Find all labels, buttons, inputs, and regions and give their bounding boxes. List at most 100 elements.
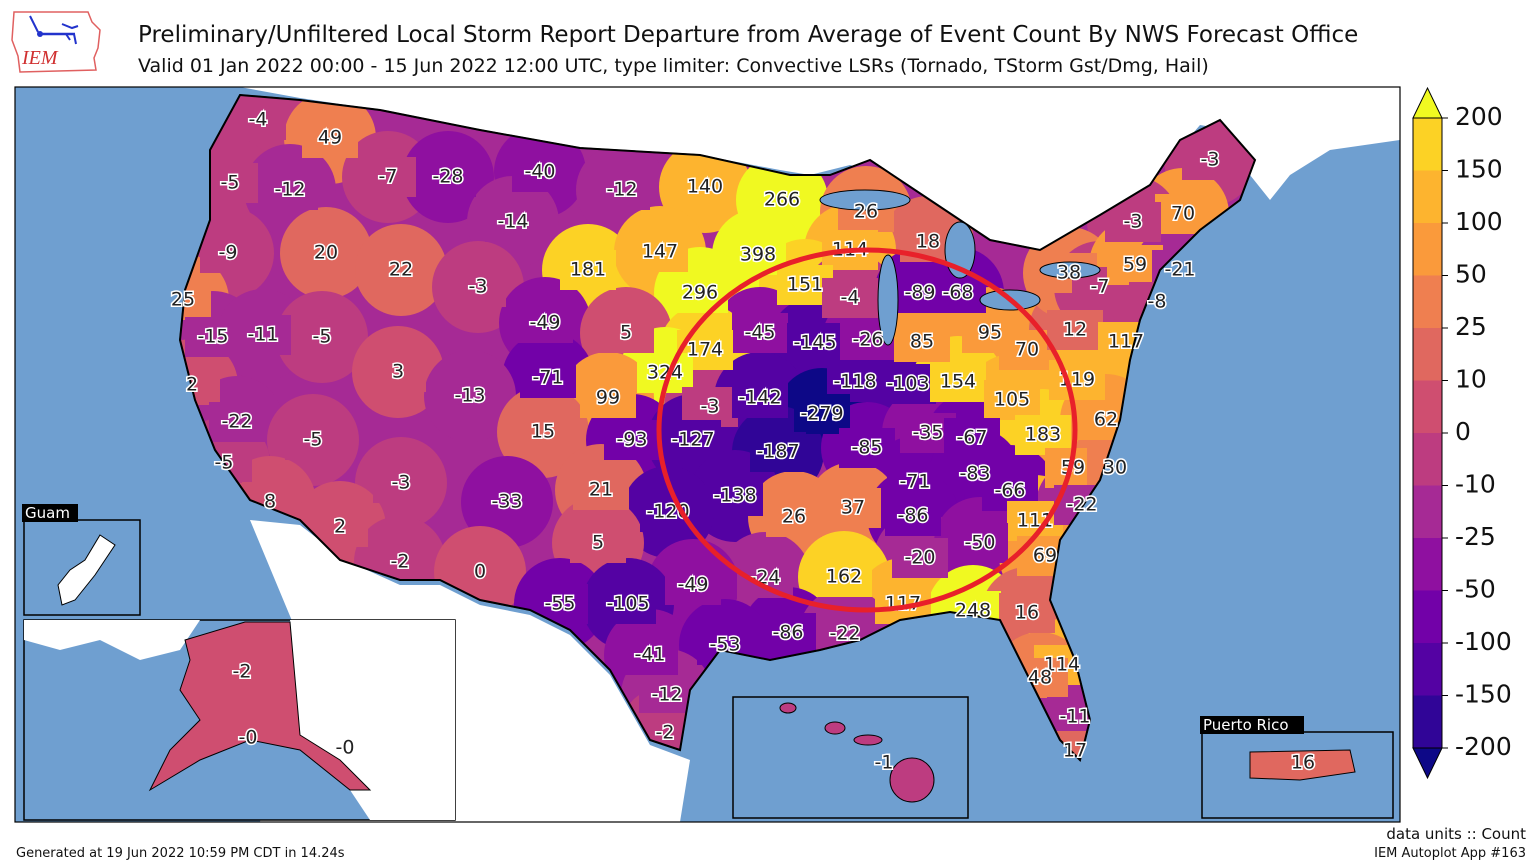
wfo-region-core xyxy=(999,593,1055,633)
colorbar-bin xyxy=(1413,590,1442,644)
wfo-value-label: -40 xyxy=(524,161,555,183)
wfo-value-label: -71 xyxy=(899,471,930,493)
wfo-region-core xyxy=(892,538,948,578)
wfo-value-label: -33 xyxy=(491,491,522,513)
alaska-inset: -2 -0 -0 xyxy=(23,619,456,821)
wfo-value-label: -50 xyxy=(964,532,995,554)
wfo-value-label: 22 xyxy=(389,259,413,281)
wfo-value-label: 26 xyxy=(854,201,878,223)
wfo-value-label: 2 xyxy=(334,516,346,538)
wfo-value-label: 70 xyxy=(1015,339,1039,361)
wfo-region-core xyxy=(816,557,872,597)
wfo-region-core xyxy=(298,233,354,273)
wfo-value-label: -4 xyxy=(841,287,860,309)
wfo-value-label: 5 xyxy=(592,532,604,554)
wfo-value-label: -11 xyxy=(247,324,278,346)
wfo-value-label: -5 xyxy=(313,326,332,348)
wfo-region-core xyxy=(1182,140,1238,180)
wfo-region-core xyxy=(885,496,941,536)
wfo-value-label: 70 xyxy=(1171,203,1195,225)
wfo-region-core xyxy=(598,313,654,353)
wfo-value-label: -138 xyxy=(713,485,756,507)
wfo-value-label: 38 xyxy=(1057,262,1081,284)
colorbar-bin xyxy=(1413,433,1442,486)
colorbar-tick-label: -50 xyxy=(1455,575,1496,604)
data-units: data units :: Count xyxy=(1386,825,1526,843)
wfo-region-core xyxy=(594,170,650,210)
wfo-region-core xyxy=(450,267,506,307)
wfo-value-label: -13 xyxy=(454,385,485,407)
wfo-value-label: 85 xyxy=(910,331,934,353)
wfo-value-label: 154 xyxy=(940,371,976,393)
colorbar-bin xyxy=(1413,643,1442,696)
wfo-region-core xyxy=(520,358,576,398)
great-lakes xyxy=(819,189,1101,346)
wfo-value-label: -12 xyxy=(651,684,682,706)
wfo-region-core xyxy=(200,233,256,273)
wfo-region-core xyxy=(604,420,660,460)
wfo-value-label: -5 xyxy=(304,429,323,451)
wfo-value-label: -93 xyxy=(616,429,647,451)
wfo-region-core xyxy=(600,584,656,624)
wfo-value-label: -12 xyxy=(274,179,305,201)
wfo-value-label: -105 xyxy=(606,593,649,615)
wfo-region-core xyxy=(442,376,498,416)
wfo-value-label: -2 xyxy=(391,551,410,573)
colorbar-bin xyxy=(1413,118,1442,171)
wfo-value-label: -7 xyxy=(1091,276,1110,298)
wfo-region-core xyxy=(560,250,616,290)
wfo-value-label: 95 xyxy=(978,322,1002,344)
wfo-value-label: 3 xyxy=(392,361,404,383)
wfo-value-label: 5 xyxy=(620,322,632,344)
wfo-value-label: 117 xyxy=(1108,331,1144,353)
wfo-value-label: -49 xyxy=(529,312,560,334)
wfo-region-core xyxy=(1105,202,1161,242)
wfo-value-label: -15 xyxy=(197,326,228,348)
wfo-region-core xyxy=(302,118,358,158)
wfo-region-core xyxy=(1049,360,1105,400)
map-subtitle: Valid 01 Jan 2022 00:00 - 15 Jun 2022 12… xyxy=(138,55,1209,77)
wfo-value-label: -3 xyxy=(1201,149,1220,171)
colorbar-tick-label: 0 xyxy=(1455,417,1471,446)
wfo-value-label: -187 xyxy=(756,441,799,463)
wfo-region-core xyxy=(760,613,816,653)
wfo-value-label: -26 xyxy=(852,329,883,351)
wfo-value-label: -3 xyxy=(469,276,488,298)
wfo-region-core xyxy=(373,463,429,503)
wfo-value-label: 49 xyxy=(318,127,342,149)
wfo-region-core xyxy=(1155,194,1211,234)
wfo-region-core xyxy=(677,167,733,207)
colorbar-tick-label: -100 xyxy=(1455,627,1512,656)
wfo-region-core xyxy=(485,202,541,242)
wfo-value-label: -127 xyxy=(671,429,714,451)
wfo-value-label: 37 xyxy=(841,497,865,519)
alaska-value: -2 xyxy=(233,661,252,683)
wfo-value-label: -53 xyxy=(709,634,740,656)
wfo-value-label: -49 xyxy=(677,574,708,596)
wfo-value-label: -14 xyxy=(497,211,528,233)
wfo-value-label: -4 xyxy=(249,109,268,131)
wfo-value-label: 26 xyxy=(782,506,806,528)
guam-label: Guam xyxy=(25,504,70,522)
wfo-value-label: -118 xyxy=(833,371,876,393)
wfo-region-core xyxy=(887,462,943,502)
wfo-value-label: -67 xyxy=(956,427,987,449)
app-id: IEM Autoplot App #163 xyxy=(1374,846,1526,861)
wfo-region-core xyxy=(639,675,695,715)
wfo-value-label: -22 xyxy=(1066,494,1097,516)
wfo-region-core xyxy=(1047,310,1103,350)
colorbar-tick-label: 100 xyxy=(1455,207,1503,236)
wfo-region-core xyxy=(230,100,286,140)
colorbar-extend-max xyxy=(1412,86,1443,119)
colorbar-tick-label: 10 xyxy=(1455,365,1487,394)
wfo-value-label: -55 xyxy=(544,593,575,615)
colorbar-tick-label: -150 xyxy=(1455,680,1512,709)
wfo-value-label: -9 xyxy=(219,242,238,264)
wfo-value-label: -22 xyxy=(829,623,860,645)
wfo-region-core xyxy=(202,163,258,203)
wfo-value-label: -8 xyxy=(1148,291,1167,313)
puerto-rico-label: Puerto Rico xyxy=(1203,716,1289,734)
wfo-region-core xyxy=(894,322,950,362)
wfo-value-label: -86 xyxy=(772,622,803,644)
wfo-region-core xyxy=(517,303,573,343)
